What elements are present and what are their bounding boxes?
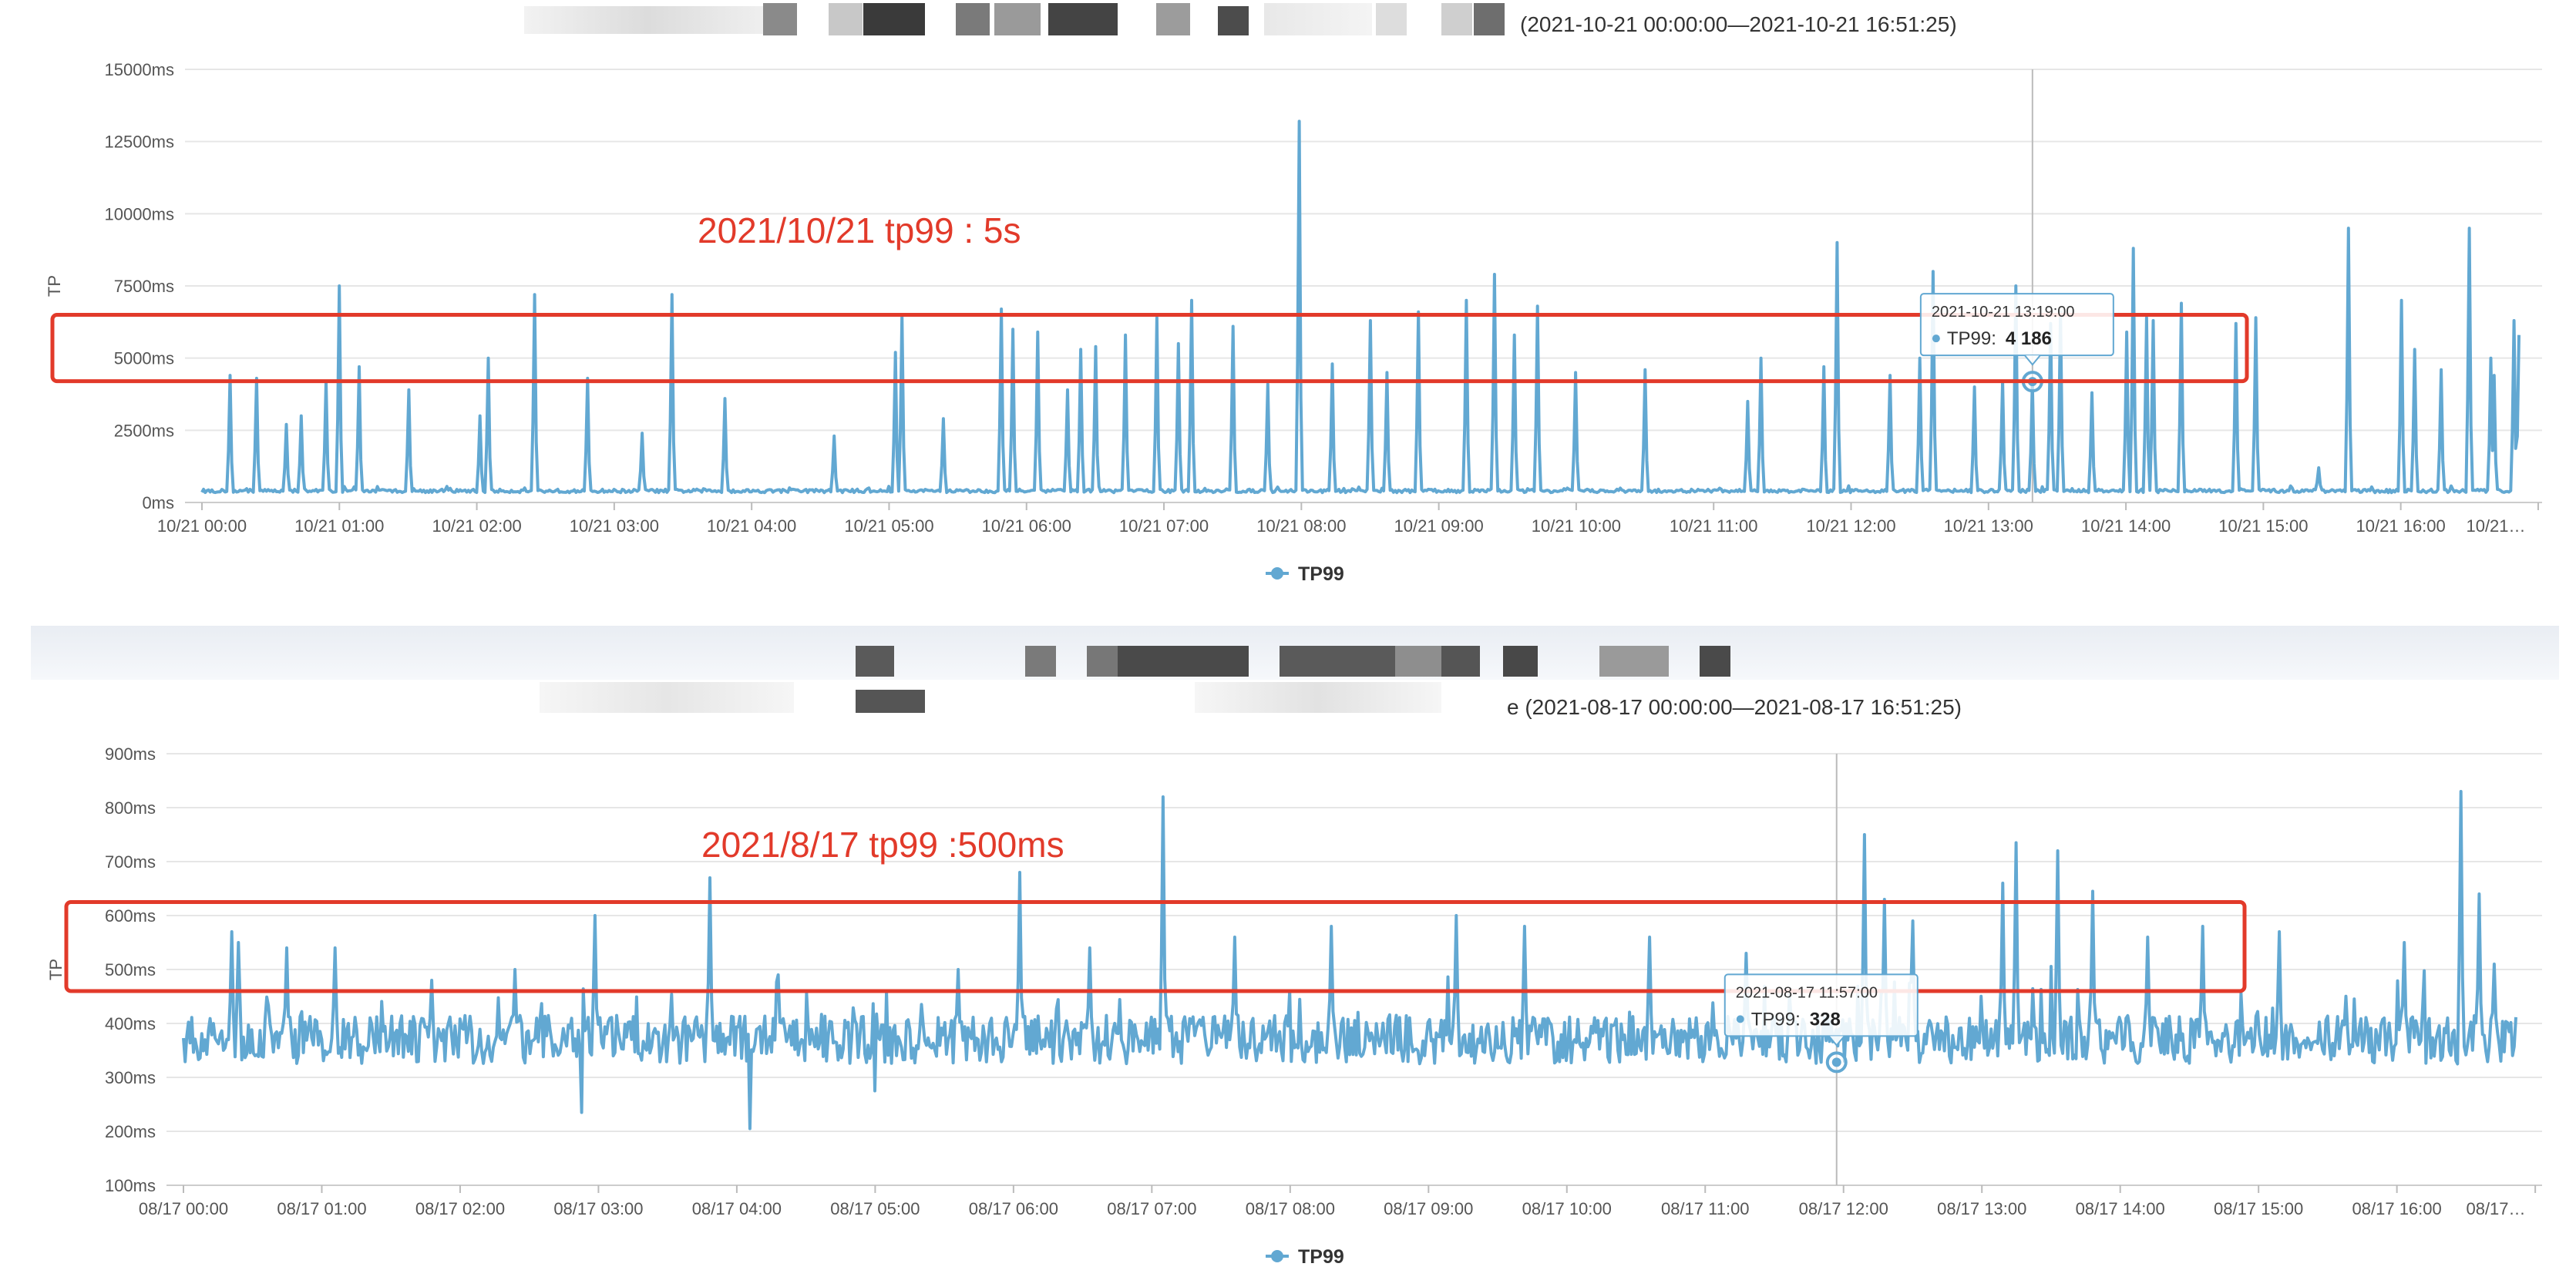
tooltip-time: 2021-08-17 11:57:00	[1736, 984, 1878, 1001]
x-tick-label: 08/17 04:00	[692, 1199, 782, 1218]
x-tick-label: 08/17 12:00	[1799, 1199, 1888, 1218]
y-axis-label: TP	[46, 959, 66, 980]
x-tick-label: 08/17 06:00	[969, 1199, 1058, 1218]
y-tick-label: 12500ms	[104, 133, 174, 152]
x-tick-label: 08/17 02:00	[415, 1199, 505, 1218]
x-tick-label: 10/21 05:00	[844, 516, 933, 536]
highlight-box	[64, 900, 2247, 993]
tooltip-value: 4 186	[2006, 328, 2052, 349]
tooltip-series-dot	[1932, 334, 1940, 343]
tooltip-box	[1919, 293, 2114, 357]
x-tick-label: 10/21 13:00	[1944, 516, 2033, 536]
x-tick-label: 10/21 09:00	[1394, 516, 1484, 536]
x-tick-label: 08/17 14:00	[2076, 1199, 2165, 1218]
tooltip-time: 2021-10-21 13:19:00	[1932, 304, 2075, 321]
x-tick-label: 08/17 07:00	[1107, 1199, 1196, 1218]
y-tick-label: 5000ms	[114, 349, 174, 368]
tooltip-series-label: TP99:	[1751, 1009, 1801, 1030]
x-tick-label: 10/21 15:00	[2218, 516, 2308, 536]
y-tick-label: 800ms	[105, 798, 156, 818]
x-tick-label: 10/21 12:00	[1806, 516, 1895, 536]
tooltip-box	[1723, 973, 1919, 1037]
x-tick-label: 10/21 10:00	[1532, 516, 1621, 536]
tooltip-series-dot	[1736, 1015, 1744, 1023]
chart-title: (2021-10-21 00:00:00—2021-10-21 16:51:25…	[1520, 12, 1957, 36]
x-tick-label: 10/21 08:00	[1256, 516, 1346, 536]
x-tick-label: 08/17 08:00	[1246, 1199, 1335, 1218]
annotation-label: 2021/8/17 tp99 :500ms	[701, 825, 1064, 865]
legend-label: TP99	[1298, 563, 1344, 585]
x-tick-label: 10/21 07:00	[1119, 516, 1209, 536]
y-tick-label: 10000ms	[104, 204, 174, 223]
chart-panel-1: (2021-10-21 00:00:00—2021-10-21 16:51:25…	[0, 0, 2576, 617]
tooltip-point-core	[1831, 1057, 1841, 1067]
x-tick-label: 10/21 16:00	[2356, 516, 2446, 536]
x-tick-label: 08/17 09:00	[1384, 1199, 1473, 1218]
tooltip-value: 328	[1810, 1009, 1841, 1030]
series-line-tp99	[200, 119, 2521, 495]
tooltip-pointer	[1828, 1035, 1845, 1047]
y-tick-label: 0ms	[142, 493, 174, 512]
tooltip-series-label: TP99:	[1947, 328, 1996, 349]
y-tick-label: 7500ms	[114, 277, 174, 296]
x-tick-label: 10/21 00:00	[157, 516, 247, 536]
x-tick-label: 08/17 10:00	[1522, 1199, 1612, 1218]
tooltip: 2021-10-21 13:19:00 TP99: 4 186	[1919, 293, 2114, 366]
y-tick-label: 700ms	[105, 852, 156, 872]
line-chart-svg: 0ms 2500ms 5000ms 7500ms 10000ms 12500ms 15000…	[45, 60, 2542, 585]
y-tick-label: 500ms	[105, 960, 156, 980]
tooltip-pointer	[2024, 355, 2041, 366]
x-tick-label: 08/17…	[2466, 1199, 2525, 1218]
chart-title: e (2021-08-17 00:00:00—2021-08-17 16:51:…	[1507, 695, 1962, 719]
x-tick-label: 10/21 06:00	[982, 516, 1071, 536]
annotation-label: 2021/10/21 tp99 : 5s	[698, 210, 1021, 250]
series-line-tp99	[182, 790, 2517, 1131]
y-tick-label: 100ms	[105, 1176, 156, 1195]
y-tick-label: 900ms	[105, 744, 156, 764]
x-tick-label: 08/17 03:00	[553, 1199, 643, 1218]
legend-label: TP99	[1298, 1246, 1344, 1268]
x-tick-label: 10/21 03:00	[570, 516, 659, 536]
y-axis-label: TP	[45, 275, 64, 297]
x-tick-label: 10/21 02:00	[432, 516, 521, 536]
x-tick-label: 08/17 15:00	[2214, 1199, 2303, 1218]
y-tick-label: 200ms	[105, 1122, 156, 1141]
x-tick-label: 10/21…	[2466, 516, 2525, 536]
highlight-box	[50, 312, 2249, 384]
x-tick-label: 10/21 01:00	[294, 516, 384, 536]
x-tick-label: 08/17 00:00	[139, 1199, 228, 1218]
tooltip: 2021-08-17 11:57:00 TP99: 328	[1723, 973, 1919, 1047]
y-tick-label: 600ms	[105, 906, 156, 926]
x-tick-label: 10/21 14:00	[2081, 516, 2171, 536]
legend-marker	[1271, 1250, 1283, 1262]
x-tick-label: 10/21 04:00	[707, 516, 796, 536]
x-tick-label: 08/17 01:00	[277, 1199, 366, 1218]
chart-panel-2: e (2021-08-17 00:00:00—2021-08-17 16:51:…	[0, 624, 2576, 1287]
y-tick-label: 2500ms	[114, 421, 174, 440]
x-tick-label: 08/17 11:00	[1661, 1199, 1750, 1218]
y-tick-label: 400ms	[105, 1014, 156, 1033]
x-tick-label: 08/17 13:00	[1937, 1199, 2026, 1218]
line-chart-svg: 100ms 200ms 300ms 400ms 500ms 600ms 700ms 800ms…	[46, 744, 2542, 1268]
x-tick-label: 10/21 11:00	[1670, 516, 1758, 536]
x-tick-label: 08/17 16:00	[2352, 1199, 2442, 1218]
legend-marker	[1271, 567, 1283, 580]
y-tick-label: 15000ms	[104, 60, 174, 79]
y-tick-label: 300ms	[105, 1068, 156, 1087]
x-tick-label: 08/17 05:00	[830, 1199, 920, 1218]
